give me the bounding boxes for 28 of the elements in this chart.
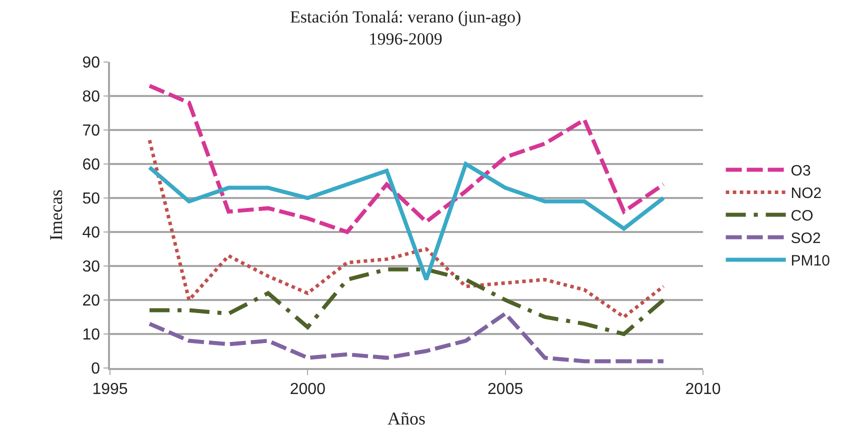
x-tick-label: 2005 [488,380,524,398]
line-series [148,312,666,364]
legend-label: PM10 [790,252,830,270]
legend-label: O3 [790,162,811,180]
y-tick-label: 10 [82,326,100,344]
y-tick-label: 20 [82,292,100,310]
y-tick-label: 80 [82,88,100,106]
line-series [148,267,666,336]
legend-label: SO2 [790,230,821,248]
line-series [148,162,666,282]
y-tick-label: 50 [82,190,100,208]
y-tick-label: 40 [82,224,100,242]
chart-subtitle: 1996-2009 [368,30,442,48]
legend-label: NO2 [790,185,822,202]
x-tick-label: 1995 [92,380,128,398]
x-tick-label: 2000 [290,380,326,398]
line-series [148,138,666,319]
y-tick-label: 0 [91,360,100,378]
line-series [148,84,666,234]
x-tick-label: 2010 [685,380,721,398]
y-tick-label: 30 [82,258,100,276]
y-tick-label: 70 [82,122,100,140]
chart-title: Estación Tonalá: verano (jun-ago) [290,7,522,26]
y-tick-label: 90 [82,54,100,72]
x-axis-title: Años [387,408,426,429]
y-axis-title: Imecas [46,190,66,240]
y-tick-label: 60 [82,156,100,174]
legend-label: CO [790,208,814,225]
